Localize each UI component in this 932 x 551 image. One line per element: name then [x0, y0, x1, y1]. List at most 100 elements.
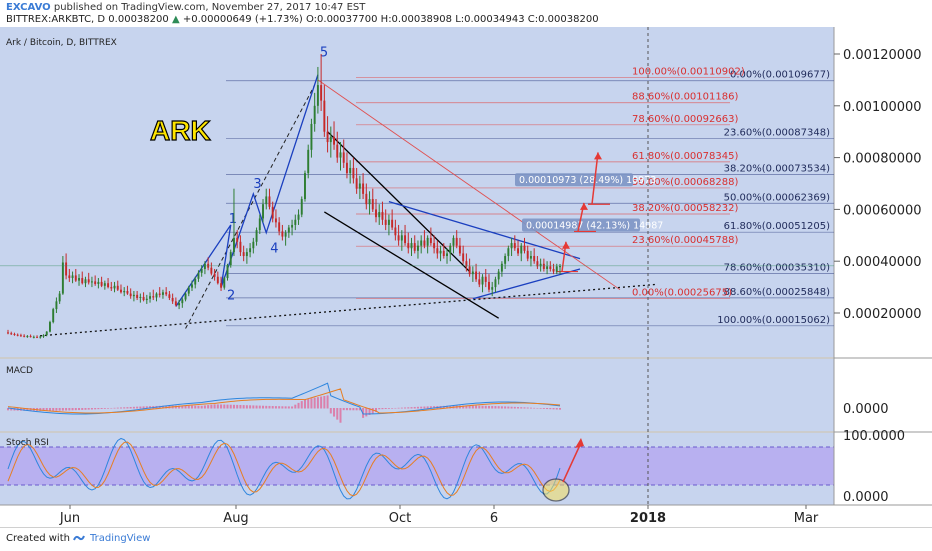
close-value: C:0.00038200	[527, 14, 599, 25]
candle-body	[187, 287, 190, 294]
fib-red-label: 78.60%(0.00092663)	[632, 114, 738, 125]
candle-body	[345, 162, 348, 174]
main-pane-title: Ark / Bitcoin, D, BITTREX	[6, 38, 117, 48]
candle-body	[394, 227, 397, 236]
macd-histogram-bar	[284, 406, 287, 409]
macd-histogram-bar	[307, 398, 310, 409]
macd-histogram-bar	[262, 405, 265, 409]
macd-histogram-bar	[471, 405, 474, 409]
candle-body	[333, 136, 336, 145]
candle-body	[323, 100, 326, 132]
candle-body	[552, 268, 555, 272]
candle-body	[291, 224, 294, 228]
candle-body	[449, 245, 452, 254]
macd-histogram-bar	[81, 408, 84, 410]
macd-histogram-bar	[481, 405, 484, 409]
candle-body	[391, 219, 394, 228]
macd-histogram-bar	[103, 408, 106, 409]
wave-label: 1	[229, 212, 237, 227]
signal-line	[7, 388, 561, 414]
candle-body	[413, 243, 416, 251]
candle-body	[404, 235, 407, 244]
macd-histogram-bar	[287, 406, 290, 409]
macd-histogram-bar	[110, 407, 113, 409]
macd-histogram-bar	[229, 404, 232, 409]
macd-histogram-bar	[378, 408, 381, 410]
candle-body	[420, 240, 423, 246]
macd-histogram-bar	[258, 405, 261, 409]
macd-histogram-bar	[210, 404, 213, 409]
macd-histogram-bar	[352, 408, 355, 411]
macd-histogram-bar	[203, 405, 206, 409]
candle-body	[410, 243, 413, 249]
fib-red-label: 0.00%(0.00025675)	[632, 287, 732, 298]
macd-histogram-bar	[26, 408, 29, 411]
candle-body	[71, 275, 74, 279]
macd-histogram-bar	[7, 408, 9, 411]
candle-body	[152, 296, 155, 298]
candle-body	[216, 276, 219, 284]
macd-histogram-bar	[323, 395, 326, 409]
triangle-lower-line	[472, 268, 581, 300]
candle-body	[226, 265, 229, 279]
candle-body	[223, 278, 226, 288]
time-axis[interactable]	[0, 505, 932, 527]
macd-histogram-bar	[136, 406, 139, 409]
candle-body	[32, 336, 35, 338]
candle-body	[90, 281, 93, 283]
wave-trendline	[185, 84, 316, 329]
fib-blue-label: 38.20%(0.00073534)	[724, 163, 830, 174]
candle-body	[500, 263, 503, 272]
author-name[interactable]: EXCAVO	[6, 2, 51, 13]
macd-histogram-bar	[416, 406, 419, 409]
macd-histogram-bar	[313, 397, 316, 409]
candle-body	[132, 294, 135, 297]
triangle-upper-line	[388, 201, 581, 260]
candle-body	[36, 336, 39, 338]
chart-canvas[interactable]: 0.00%(0.00109677) 23.60%(0.00087348) 38.20…	[0, 27, 932, 527]
macd-histogram-bar	[213, 404, 216, 409]
publish-text: published on TradingView.com, November 2…	[53, 2, 366, 13]
candle-body	[145, 298, 148, 301]
candle-body	[274, 218, 277, 223]
candle-body	[249, 248, 252, 253]
macd-histogram-bar	[216, 404, 219, 409]
candle-body	[168, 294, 171, 298]
stoch-tick-label: 100.0000	[843, 429, 905, 444]
candle-body	[171, 297, 174, 302]
tradingview-link[interactable]: TradingView	[90, 533, 151, 544]
candle-body	[191, 284, 193, 288]
price-change: +0.00000649 (+1.73%)	[182, 14, 303, 25]
candle-body	[526, 250, 529, 259]
fib-red-label: 23.60%(0.00045788)	[632, 235, 738, 246]
macd-histogram-bar	[249, 405, 252, 409]
candle-body	[278, 222, 281, 232]
macd-pane[interactable]	[0, 359, 834, 431]
candle-body	[161, 292, 164, 295]
candle-body	[458, 245, 461, 254]
price-axis[interactable]	[834, 27, 932, 505]
candle-body	[539, 263, 542, 267]
candle-body	[232, 237, 235, 253]
macd-histogram-bar	[526, 407, 529, 409]
candle-body	[484, 276, 487, 282]
candle-body	[442, 250, 445, 257]
macd-histogram-bar	[536, 408, 539, 409]
macd-histogram-bar	[358, 408, 361, 411]
candle-body	[475, 271, 478, 280]
macd-histogram-bar	[510, 406, 513, 409]
macd-histogram-bar	[132, 406, 135, 409]
candle-body	[55, 301, 58, 310]
macd-histogram-bar	[71, 408, 74, 411]
candle-body	[375, 209, 377, 218]
time-tick-label: 6	[490, 511, 498, 526]
candle-body	[65, 262, 68, 276]
time-tick-label: Mar	[794, 511, 819, 526]
candle-body	[507, 248, 510, 257]
macd-histogram-bar	[539, 408, 542, 409]
price-pane[interactable]	[0, 27, 834, 357]
macd-histogram-bar	[333, 408, 336, 417]
candle-body	[481, 276, 484, 285]
arrow-head	[562, 241, 570, 249]
macd-histogram-bar	[116, 407, 119, 409]
